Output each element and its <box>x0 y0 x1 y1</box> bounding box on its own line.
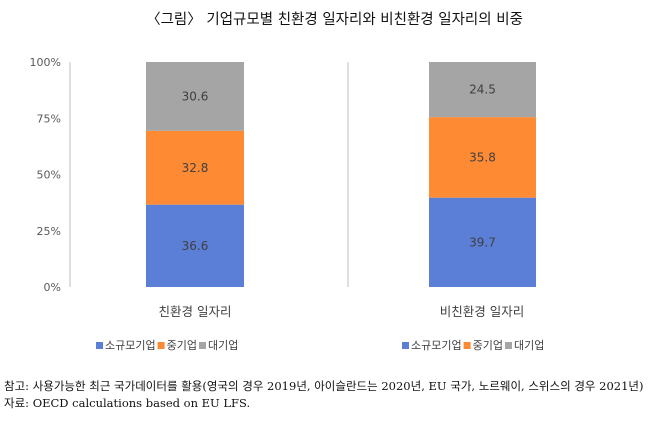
y-tick-label: 75% <box>37 112 61 125</box>
legend-swatch <box>463 342 471 349</box>
note-reference: 참고: 사용가능한 최근 국가데이터를 활용(영국의 경우 2019년, 아이슬… <box>4 379 644 393</box>
data-label: 36.6 <box>182 239 209 253</box>
legend-label: 중기업 <box>473 339 503 352</box>
legend-swatch <box>504 342 512 349</box>
category-label: 비친환경 일자리 <box>440 304 524 319</box>
bar-segment <box>146 62 244 131</box>
y-tick-label: 100% <box>30 56 61 69</box>
bar-segment <box>429 117 536 198</box>
stacked-bar-chart: 0% 25% 50% 75% 100% 36.6 32.8 30.6 친환경 일자리 39.7 3… <box>30 56 545 352</box>
legend-swatch <box>96 342 103 349</box>
chart-title: 〈그림〉 기업규모별 친환경 일자리와 비친환경 일자리의 비중 <box>146 12 523 28</box>
bar-segment <box>429 62 536 118</box>
legend-label: 소규모기업 <box>105 339 156 352</box>
data-label: 24.5 <box>469 83 496 97</box>
data-label: 32.8 <box>182 161 209 175</box>
legend-swatch <box>198 342 206 349</box>
legend-swatch <box>157 342 165 349</box>
legend-label: 대기업 <box>514 339 544 352</box>
y-tick-label: 25% <box>37 225 61 238</box>
data-label: 35.8 <box>469 150 496 164</box>
legend-label: 대기업 <box>208 339 238 352</box>
bar-segment <box>146 130 244 205</box>
data-label: 39.7 <box>469 235 496 249</box>
note-source: 자료: OECD calculations based on EU LFS. <box>4 396 251 410</box>
bar-segment <box>429 197 536 287</box>
category-label: 친환경 일자리 <box>159 304 232 319</box>
data-label: 30.6 <box>182 89 209 103</box>
y-tick-label: 0% <box>44 281 61 294</box>
legend-label: 중기업 <box>167 339 197 352</box>
chart-notes: 참고: 사용가능한 최근 국가데이터를 활용(영국의 경우 2019년, 아이슬… <box>4 378 664 412</box>
legend-label: 소규모기업 <box>411 339 462 352</box>
bar-segment <box>146 204 244 287</box>
y-tick-label: 50% <box>37 169 61 182</box>
legend-swatch <box>402 342 409 349</box>
